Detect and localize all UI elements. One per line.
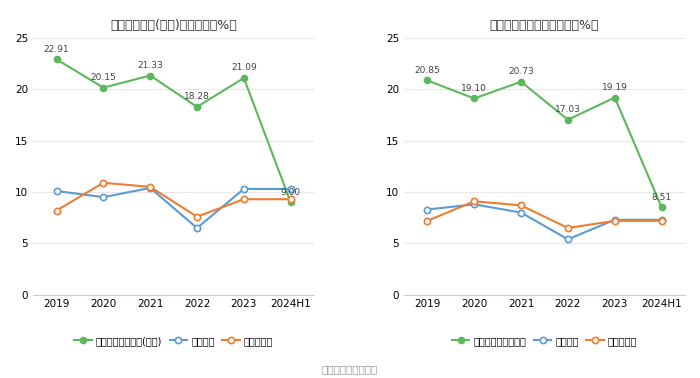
行业中位数 <box>517 203 525 208</box>
行业均值 <box>424 207 432 212</box>
Line: 行业中位数: 行业中位数 <box>53 180 294 220</box>
Text: 21.33: 21.33 <box>137 61 163 70</box>
行业均值 <box>657 217 666 222</box>
Title: 投入资本回报率历年情况（%）: 投入资本回报率历年情况（%） <box>490 19 599 33</box>
公司净资产收益率(加权) <box>99 85 108 90</box>
行业中位数 <box>99 181 108 185</box>
行业中位数 <box>657 218 666 223</box>
行业均值 <box>286 187 295 191</box>
Text: 20.73: 20.73 <box>508 67 534 76</box>
行业均值 <box>193 226 201 230</box>
行业中位数 <box>239 197 248 201</box>
行业中位数 <box>424 218 432 223</box>
行业均值 <box>470 202 479 207</box>
公司投入资本回报率 <box>424 78 432 83</box>
Line: 行业均值: 行业均值 <box>424 201 665 242</box>
Title: 净资产收益率(加权)历年情况（%）: 净资产收益率(加权)历年情况（%） <box>110 19 237 33</box>
Text: 18.28: 18.28 <box>184 92 210 101</box>
行业中位数 <box>610 218 619 223</box>
行业中位数 <box>564 226 572 230</box>
行业均值 <box>99 195 108 200</box>
行业中位数 <box>52 208 61 213</box>
行业均值 <box>610 217 619 222</box>
Text: 9.00: 9.00 <box>281 188 301 197</box>
行业中位数 <box>286 197 295 201</box>
Text: 19.19: 19.19 <box>602 83 628 92</box>
Line: 行业中位数: 行业中位数 <box>424 198 665 231</box>
Text: 22.91: 22.91 <box>43 45 69 54</box>
行业均值 <box>239 187 248 191</box>
行业均值 <box>517 210 525 215</box>
Text: 20.85: 20.85 <box>414 66 440 75</box>
公司净资产收益率(加权) <box>239 76 248 80</box>
公司投入资本回报率 <box>564 118 572 122</box>
Line: 行业均值: 行业均值 <box>53 185 294 231</box>
Text: 21.09: 21.09 <box>231 64 257 73</box>
Legend: 公司净资产收益率(加权), 行业均值, 行业中位数: 公司净资产收益率(加权), 行业均值, 行业中位数 <box>74 336 273 346</box>
公司净资产收益率(加权) <box>146 73 155 78</box>
行业均值 <box>52 189 61 193</box>
Legend: 公司投入资本回报率, 行业均值, 行业中位数: 公司投入资本回报率, 行业均值, 行业中位数 <box>452 336 637 346</box>
公司净资产收益率(加权) <box>52 57 61 62</box>
行业均值 <box>146 186 155 190</box>
Text: 20.15: 20.15 <box>90 73 116 82</box>
行业中位数 <box>193 214 201 219</box>
Text: 17.03: 17.03 <box>555 105 581 114</box>
公司投入资本回报率 <box>657 205 666 210</box>
Text: 8.51: 8.51 <box>652 193 671 202</box>
公司净资产收益率(加权) <box>193 105 201 109</box>
Line: 公司净资产收益率(加权): 公司净资产收益率(加权) <box>53 56 294 205</box>
行业中位数 <box>470 199 479 203</box>
公司净资产收益率(加权) <box>286 200 295 204</box>
公司投入资本回报率 <box>610 95 619 100</box>
行业中位数 <box>146 184 155 189</box>
公司投入资本回报率 <box>470 96 479 101</box>
Text: 19.10: 19.10 <box>461 84 487 93</box>
Text: 数据来源：恒生聚源: 数据来源：恒生聚源 <box>322 364 378 374</box>
Line: 公司投入资本回报率: 公司投入资本回报率 <box>424 77 665 211</box>
行业均值 <box>564 237 572 242</box>
公司投入资本回报率 <box>517 79 525 84</box>
